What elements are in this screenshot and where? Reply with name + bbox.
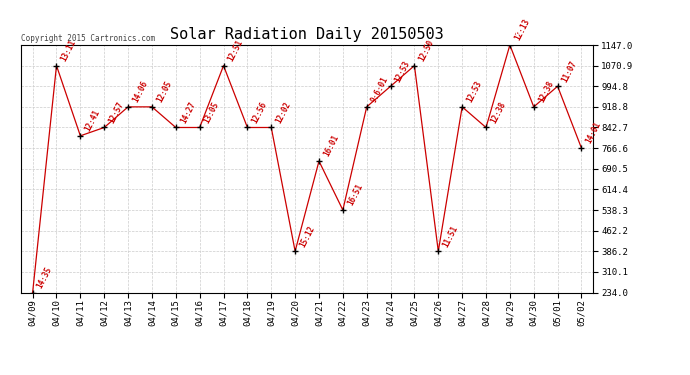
Text: 12:56: 12:56 — [250, 100, 268, 125]
Text: 12:41: 12:41 — [83, 108, 101, 133]
Text: Radiation  (W/m2): Radiation (W/m2) — [472, 28, 563, 37]
Text: 12:53: 12:53 — [393, 59, 412, 84]
Text: 13:05: 13:05 — [202, 100, 221, 125]
Text: 12:38: 12:38 — [537, 80, 555, 104]
Text: 12:05: 12:05 — [155, 80, 173, 104]
Text: 16:01: 16:01 — [322, 134, 340, 158]
Text: 12:38: 12:38 — [489, 100, 507, 125]
Title: Solar Radiation Daily 20150503: Solar Radiation Daily 20150503 — [170, 27, 444, 42]
Text: 9:6:01: 9:6:01 — [369, 75, 390, 104]
Text: 12:13: 12:13 — [513, 18, 531, 42]
Text: 16:51: 16:51 — [346, 183, 364, 207]
Text: 12:50: 12:50 — [417, 38, 435, 63]
Text: Copyright 2015 Cartronics.com: Copyright 2015 Cartronics.com — [21, 33, 155, 42]
Text: 14:35: 14:35 — [35, 265, 54, 290]
Text: 12:53: 12:53 — [465, 80, 484, 104]
Text: 14:27: 14:27 — [179, 100, 197, 125]
Text: 14:01: 14:01 — [584, 121, 603, 146]
Text: 11:51: 11:51 — [441, 224, 460, 249]
Text: 12:51: 12:51 — [226, 38, 245, 63]
Text: 11:07: 11:07 — [560, 59, 579, 84]
Text: 15:12: 15:12 — [298, 224, 317, 249]
Text: 14:06: 14:06 — [131, 80, 149, 104]
Text: 12:02: 12:02 — [274, 100, 293, 125]
Text: 12:57: 12:57 — [107, 100, 126, 125]
Text: 13:11: 13:11 — [59, 38, 78, 63]
